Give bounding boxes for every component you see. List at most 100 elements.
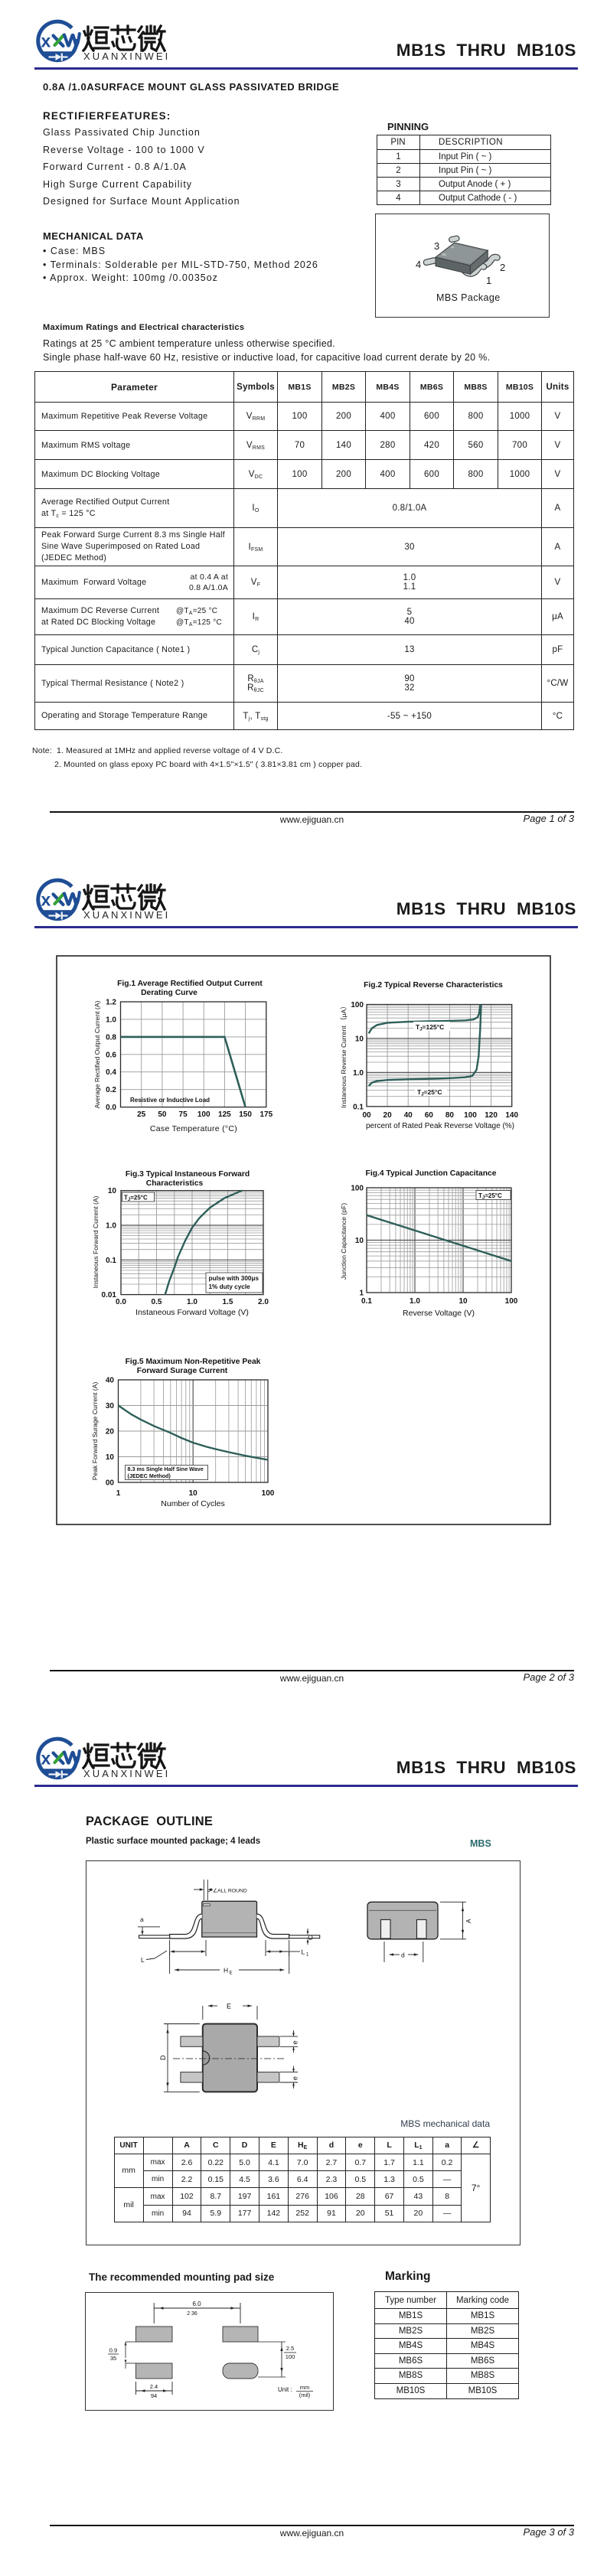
svg-text:Fig.1 Average Rectified Outpu: Fig.1 Average Rectified Output Current — [117, 980, 263, 988]
svg-text:0.6: 0.6 — [106, 1051, 116, 1059]
svg-text:0.0: 0.0 — [116, 1298, 126, 1306]
svg-text:10: 10 — [355, 1237, 364, 1245]
svg-text:35: 35 — [110, 2355, 116, 2362]
svg-text:10: 10 — [459, 1297, 468, 1306]
svg-text:80: 80 — [445, 1111, 455, 1120]
svg-text:0.8: 0.8 — [106, 1033, 116, 1042]
svg-text:L: L — [141, 1956, 145, 1964]
svg-text:0.1: 0.1 — [353, 1103, 364, 1111]
svg-text:0.0: 0.0 — [106, 1104, 116, 1112]
svg-text:94: 94 — [151, 2392, 157, 2399]
svg-text:1.0: 1.0 — [106, 1222, 116, 1231]
svg-text:3: 3 — [434, 240, 439, 252]
svg-text:2 36: 2 36 — [187, 2311, 197, 2317]
svg-text:d: d — [401, 1952, 405, 1959]
svg-text:10: 10 — [189, 1489, 198, 1498]
svg-text:10: 10 — [106, 1453, 115, 1462]
svg-text:Peak Forward Surage Current (A: Peak Forward Surage Current (A) — [91, 1382, 99, 1481]
svg-text:1: 1 — [306, 1953, 309, 1958]
svg-text:100: 100 — [505, 1297, 518, 1306]
svg-text:6.0: 6.0 — [192, 2300, 201, 2307]
svg-text:0.1: 0.1 — [361, 1297, 372, 1306]
svg-text:TJ=25°C: TJ=25°C — [124, 1195, 148, 1203]
svg-text:30: 30 — [106, 1402, 115, 1410]
svg-text:75: 75 — [179, 1110, 188, 1119]
svg-text:100: 100 — [351, 1001, 364, 1009]
svg-text:Unit :: Unit : — [278, 2386, 292, 2393]
svg-text:40: 40 — [106, 1377, 115, 1385]
svg-text:2: 2 — [500, 262, 505, 273]
svg-text:120: 120 — [485, 1111, 498, 1120]
svg-text:1.0: 1.0 — [410, 1297, 420, 1306]
svg-text:Characteristics: Characteristics — [146, 1179, 204, 1188]
svg-text:L: L — [302, 1948, 305, 1956]
svg-text:A: A — [465, 1919, 472, 1923]
svg-text:E: E — [227, 2003, 231, 2010]
svg-text:25: 25 — [137, 1110, 146, 1119]
svg-text:0.9: 0.9 — [109, 2347, 117, 2354]
svg-text:Junction Capacitance (pF): Junction Capacitance (pF) — [340, 1203, 348, 1280]
svg-text:100: 100 — [464, 1111, 477, 1120]
svg-text:1: 1 — [116, 1489, 121, 1498]
svg-text:100: 100 — [351, 1185, 364, 1193]
svg-text:2.4: 2.4 — [150, 2383, 158, 2390]
svg-text:E: E — [230, 1971, 233, 1976]
svg-text:Number of Cycles: Number of Cycles — [161, 1499, 224, 1508]
svg-text:C: C — [307, 1935, 315, 1940]
svg-text:00: 00 — [106, 1479, 115, 1488]
svg-text:1% duty cycle: 1% duty cycle — [209, 1283, 251, 1290]
svg-text:Instaneous Forward Voltage (V): Instaneous Forward Voltage (V) — [135, 1308, 249, 1317]
svg-text:1.5: 1.5 — [223, 1298, 233, 1306]
svg-text:e: e — [292, 2076, 299, 2080]
svg-text:x: x — [41, 1749, 51, 1769]
svg-text:∠ALL ROUND: ∠ALL ROUND — [213, 1888, 247, 1894]
svg-text:10: 10 — [108, 1187, 117, 1195]
svg-text:XUANXINWEI: XUANXINWEI — [83, 1768, 170, 1779]
svg-text:0.5: 0.5 — [152, 1298, 162, 1306]
svg-text:Fig.4 Typical Junction Capaci: Fig.4 Typical Junction Capacitance — [366, 1169, 497, 1178]
svg-text:1: 1 — [486, 275, 491, 286]
svg-text:175: 175 — [259, 1110, 272, 1119]
svg-text:TJ=125°C: TJ=125°C — [416, 1023, 444, 1032]
svg-text:1.2: 1.2 — [106, 999, 116, 1007]
svg-text:100: 100 — [262, 1489, 275, 1498]
svg-text:Instaneous Reverse Current （μA: Instaneous Reverse Current （μA） — [340, 1003, 348, 1108]
svg-text:x: x — [41, 890, 51, 910]
svg-text:Derating Curve: Derating Curve — [141, 989, 197, 997]
svg-text:Fig.3 Typical Instaneous Forw: Fig.3 Typical Instaneous Forward — [126, 1170, 250, 1179]
svg-text:TJ=25°C: TJ=25°C — [478, 1192, 502, 1201]
svg-text:20: 20 — [383, 1111, 393, 1120]
svg-text:0.4: 0.4 — [106, 1068, 116, 1077]
svg-text:MBS Package: MBS Package — [436, 292, 501, 303]
svg-text:100: 100 — [197, 1110, 210, 1119]
svg-text:50: 50 — [158, 1110, 167, 1119]
svg-text:1.0: 1.0 — [187, 1298, 197, 1306]
svg-text:00: 00 — [362, 1111, 371, 1120]
svg-text:20: 20 — [106, 1428, 115, 1436]
svg-text:1: 1 — [359, 1290, 364, 1298]
svg-text:10: 10 — [355, 1035, 364, 1043]
svg-text:percent of Rated Peak Reverse: percent of Rated Peak Reverse Voltage (%… — [366, 1122, 514, 1130]
svg-text:60: 60 — [425, 1111, 434, 1120]
svg-text:Reverse Voltage (V): Reverse Voltage (V) — [403, 1309, 475, 1318]
svg-text:150: 150 — [239, 1110, 252, 1119]
svg-text:100: 100 — [286, 2353, 295, 2360]
svg-text:1.0: 1.0 — [106, 1016, 116, 1024]
svg-text:H: H — [224, 1967, 228, 1974]
svg-text:0.1: 0.1 — [106, 1257, 116, 1265]
svg-text:(mil): (mil) — [299, 2392, 311, 2398]
svg-text:Fig.5 Maximum Non-Repetitive: Fig.5 Maximum Non-Repetitive Peak — [126, 1358, 261, 1366]
svg-text:Forward Surage Current: Forward Surage Current — [137, 1367, 228, 1375]
svg-text:e: e — [292, 2040, 299, 2044]
svg-text:8.3 ms Single Half Sine Wave: 8.3 ms Single Half Sine Wave — [128, 1466, 204, 1472]
svg-text:a: a — [140, 1916, 144, 1923]
svg-text:D: D — [159, 2055, 167, 2060]
svg-text:TJ=25°C: TJ=25°C — [417, 1088, 442, 1097]
svg-text:140: 140 — [505, 1111, 518, 1120]
svg-text:XUANXINWEI: XUANXINWEI — [83, 909, 170, 921]
svg-text:x: x — [41, 31, 51, 51]
svg-text:0.2: 0.2 — [106, 1086, 116, 1094]
svg-text:Case Temperature (°C): Case Temperature (°C) — [150, 1124, 237, 1133]
svg-text:0.01: 0.01 — [102, 1291, 117, 1299]
svg-text:2.5: 2.5 — [286, 2345, 294, 2352]
